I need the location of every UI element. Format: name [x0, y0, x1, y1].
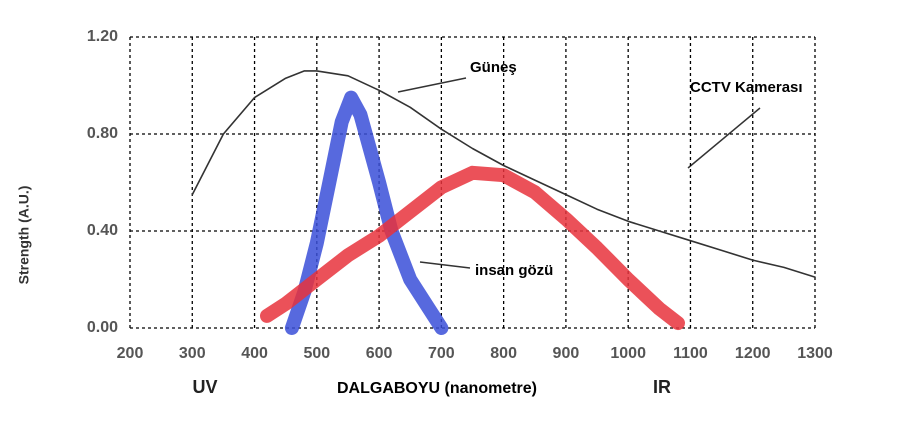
- series-label: Güneş: [470, 59, 517, 76]
- series-label: insan gözü: [475, 262, 553, 279]
- series-line: [284, 90, 449, 335]
- x-tick-label: 400: [241, 345, 268, 362]
- y-tick-label: 0.00: [87, 319, 118, 336]
- x-tick-label: 700: [428, 345, 455, 362]
- x-tick-label: 900: [553, 345, 580, 362]
- x-axis-label: DALGABOYU (nanometre): [337, 380, 537, 397]
- y-tick-label: 1.20: [87, 28, 118, 45]
- series-line: [260, 165, 685, 331]
- y-tick-label: 0.80: [87, 125, 118, 142]
- series-line: [191, 70, 816, 278]
- y-tick-label: 0.40: [87, 222, 118, 239]
- annotation: UV: [192, 377, 217, 397]
- series-label: CCTV Kamerası: [690, 79, 803, 96]
- annotation-pointer: [687, 107, 761, 169]
- x-tick-label: 1200: [735, 345, 771, 362]
- annotation: IR: [653, 377, 671, 397]
- y-axis-label: Strength (A.U.): [16, 186, 32, 285]
- x-tick-label: 800: [490, 345, 517, 362]
- x-tick-label: 1100: [673, 345, 708, 362]
- x-tick-label: 300: [179, 345, 206, 362]
- x-tick-label: 1000: [610, 345, 646, 362]
- x-tick-label: 500: [303, 345, 330, 362]
- annotation-pointer: [419, 261, 471, 269]
- x-tick-label: 600: [366, 345, 393, 362]
- x-tick-label: 1300: [797, 345, 833, 362]
- x-tick-label: 200: [117, 345, 144, 362]
- annotation-pointer: [397, 77, 467, 93]
